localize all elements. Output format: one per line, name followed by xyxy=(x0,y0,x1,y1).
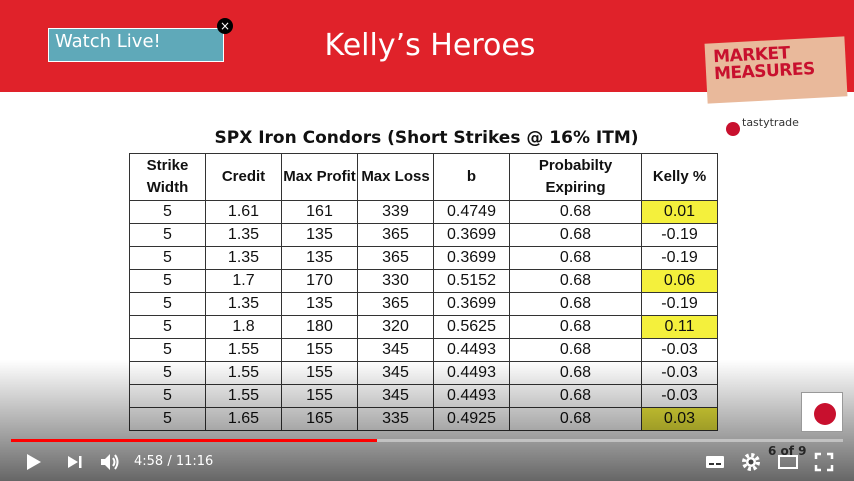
table-row: 5 1.35 135 365 0.3699 0.68 -0.19 xyxy=(129,246,718,270)
table-cell: 0.68 xyxy=(509,200,642,224)
table-cell: 0.68 xyxy=(509,246,642,270)
table-row: 5 1.7 170 330 0.5152 0.68 0.06 xyxy=(129,269,718,293)
table-cell: -0.19 xyxy=(641,292,718,316)
table-title: SPX Iron Condors (Short Strikes @ 16% IT… xyxy=(214,128,639,148)
play-button[interactable] xyxy=(24,452,44,472)
fullscreen-button[interactable] xyxy=(814,452,834,472)
table-cell: 1.61 xyxy=(205,200,282,224)
table-cell: 135 xyxy=(281,292,358,316)
table-cell: 5 xyxy=(129,246,206,270)
column-header: Max Loss xyxy=(357,153,434,201)
table-cell: 1.35 xyxy=(205,292,282,316)
next-button[interactable] xyxy=(66,454,84,470)
progress-bar[interactable] xyxy=(11,439,843,442)
table-cell: 365 xyxy=(357,292,434,316)
table-row: 5 1.35 135 365 0.3699 0.68 -0.19 xyxy=(129,223,718,247)
volume-button[interactable] xyxy=(99,452,123,472)
table-cell: 1.55 xyxy=(205,338,282,362)
header-row: Strike Width Credit Max Profit Max Loss b Pro… xyxy=(129,153,718,201)
controls-shade xyxy=(0,360,854,481)
table-cell: 330 xyxy=(357,269,434,293)
column-header: Max Profit xyxy=(281,153,358,201)
logo: MARKET MEASURES xyxy=(704,36,848,104)
table-cell: 1.35 xyxy=(205,223,282,247)
cherry-icon xyxy=(726,122,740,136)
table-cell: 0.68 xyxy=(509,292,642,316)
table-cell: 0.3699 xyxy=(433,223,510,247)
table-cell: 0.06 xyxy=(641,269,718,293)
logo-text: MEASURES xyxy=(713,58,816,85)
table-cell: 135 xyxy=(281,246,358,270)
table-cell: 135 xyxy=(281,223,358,247)
table-cell: 0.4749 xyxy=(433,200,510,224)
theater-button[interactable] xyxy=(777,454,799,470)
brand: tastytrade xyxy=(742,116,799,129)
table-cell: 5 xyxy=(129,269,206,293)
table-cell: 0.5625 xyxy=(433,315,510,339)
table-cell: 5 xyxy=(129,200,206,224)
progress-played xyxy=(11,439,377,442)
column-header: Probabilty Expiring xyxy=(509,153,642,201)
table-cell: 1.8 xyxy=(205,315,282,339)
table-cell: 0.11 xyxy=(641,315,718,339)
column-header: b xyxy=(433,153,510,201)
table-cell: 339 xyxy=(357,200,434,224)
table-cell: 365 xyxy=(357,246,434,270)
column-header: Strike Width xyxy=(129,153,206,201)
slide-title: Kelly’s Heroes xyxy=(324,28,536,63)
table-cell: 345 xyxy=(357,338,434,362)
table-cell: 155 xyxy=(281,338,358,362)
column-header: Kelly % xyxy=(641,153,718,201)
table-cell: -0.19 xyxy=(641,223,718,247)
table-cell: 170 xyxy=(281,269,358,293)
table-cell: 0.68 xyxy=(509,223,642,247)
table-row: 5 1.8 180 320 0.5625 0.68 0.11 xyxy=(129,315,718,339)
table-cell: -0.19 xyxy=(641,246,718,270)
table-cell: 365 xyxy=(357,223,434,247)
close-button[interactable]: × xyxy=(217,18,233,34)
table-cell: -0.03 xyxy=(641,338,718,362)
table-cell: 0.01 xyxy=(641,200,718,224)
table-cell: 0.3699 xyxy=(433,292,510,316)
table-cell: 1.7 xyxy=(205,269,282,293)
table-cell: 1.35 xyxy=(205,246,282,270)
table-cell: 0.3699 xyxy=(433,246,510,270)
table-cell: 0.68 xyxy=(509,269,642,293)
table-cell: 0.68 xyxy=(509,315,642,339)
table-cell: 5 xyxy=(129,292,206,316)
table-cell: 5 xyxy=(129,223,206,247)
table-cell: 0.5152 xyxy=(433,269,510,293)
table-cell: 5 xyxy=(129,315,206,339)
table-row: 5 1.35 135 365 0.3699 0.68 -0.19 xyxy=(129,292,718,316)
column-header: Credit xyxy=(205,153,282,201)
watch-live-button[interactable]: Watch Live! xyxy=(48,28,224,62)
time-display: 4:58 / 11:16 xyxy=(134,454,214,469)
channel-thumbnail[interactable] xyxy=(801,392,843,432)
table-row: 5 1.61 161 339 0.4749 0.68 0.01 xyxy=(129,200,718,224)
table-cell: 320 xyxy=(357,315,434,339)
settings-button[interactable] xyxy=(741,452,761,472)
table-cell: 0.68 xyxy=(509,338,642,362)
table-cell: 0.4493 xyxy=(433,338,510,362)
table-cell: 5 xyxy=(129,338,206,362)
table-cell: 161 xyxy=(281,200,358,224)
table-cell: 180 xyxy=(281,315,358,339)
subtitles-button[interactable] xyxy=(705,454,725,470)
